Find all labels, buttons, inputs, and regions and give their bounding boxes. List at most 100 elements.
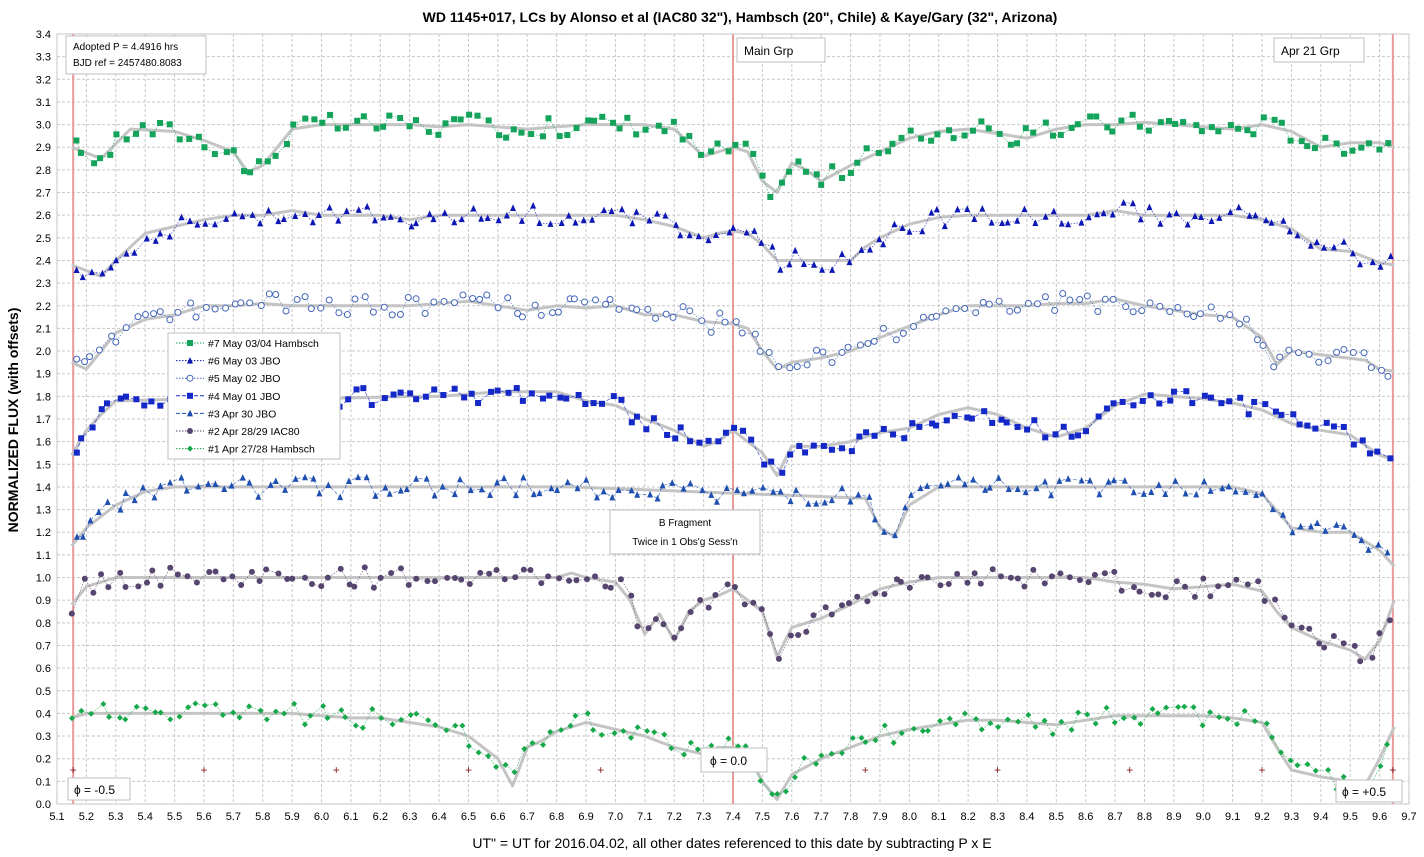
data-point: [1140, 490, 1147, 497]
data-point: [272, 477, 279, 484]
data-point: [661, 731, 668, 738]
y-tick-labels: 0.0 0.1 0.2 0.3 0.4 0.5 0.6 0.7 0.8 0.9 1.0 1.1 1.2 1…: [36, 29, 51, 811]
data-point: [941, 222, 948, 230]
data-point: [1263, 720, 1270, 727]
data-point: [664, 431, 671, 438]
data-point: [319, 119, 326, 126]
data-point: [211, 151, 218, 158]
data-point: [1312, 767, 1319, 774]
x-tick-label: 7.6: [784, 811, 799, 823]
data-point: [431, 491, 438, 499]
y-tick-label: 2.2: [36, 301, 51, 313]
fragment-line-2: Twice in 1 Obs'g Sess'n: [632, 537, 738, 548]
data-point: [301, 293, 309, 301]
data-point: [1359, 437, 1366, 444]
data-point: [1330, 243, 1337, 251]
data-point: [713, 231, 720, 239]
data-point: [230, 147, 237, 154]
data-point: [1111, 719, 1118, 726]
data-point: [280, 215, 287, 223]
data-point: [107, 263, 114, 271]
data-point: [1340, 238, 1347, 245]
data-point: [989, 566, 996, 573]
data-point: [1042, 477, 1049, 485]
data-point: [918, 574, 925, 581]
x-tick-label: 7.4: [725, 811, 740, 823]
x-tick-label: 9.1: [1225, 811, 1240, 823]
data-point: [819, 348, 827, 356]
data-point: [353, 386, 360, 393]
data-point: [520, 473, 527, 481]
data-point: [1074, 121, 1081, 128]
x-tick-label: 5.3: [108, 811, 123, 823]
data-point: [510, 126, 517, 133]
data-point: [272, 291, 280, 299]
data-point: [564, 132, 571, 139]
data-point: [698, 317, 706, 325]
data-point: [289, 575, 296, 582]
data-point: [430, 298, 438, 306]
data-point: [813, 760, 820, 767]
data-point: [355, 473, 362, 481]
data-point: [372, 492, 379, 499]
data-point: [133, 703, 140, 710]
data-point: [919, 727, 926, 734]
data-point: [1374, 448, 1381, 455]
data-point: [856, 341, 864, 349]
data-point: [1281, 614, 1288, 621]
data-point: [929, 420, 936, 427]
data-point: [149, 567, 156, 574]
data-point: [1175, 703, 1182, 710]
data-point: [864, 598, 871, 605]
data-point: [1224, 715, 1231, 722]
data-point: [361, 293, 369, 301]
data-point: [813, 346, 821, 354]
data-point: [996, 130, 1003, 137]
series-6: [68, 564, 1396, 665]
data-point: [1076, 577, 1083, 584]
data-point: [123, 136, 130, 143]
data-point: [246, 299, 254, 307]
data-point: [1237, 394, 1244, 401]
data-point: [407, 390, 414, 397]
data-point: [699, 486, 706, 493]
data-point: [1193, 490, 1200, 498]
data-point: [432, 722, 439, 729]
data-point: [899, 224, 906, 231]
data-point: [187, 392, 193, 399]
data-point: [205, 480, 212, 487]
data-point: [1351, 531, 1358, 538]
series-layer: [68, 111, 1396, 801]
series-2: [71, 199, 1395, 281]
y-tick-label: 0.2: [36, 754, 51, 766]
data-point: [662, 310, 670, 318]
data-point: [580, 216, 587, 224]
data-point: [924, 482, 931, 489]
data-point: [458, 215, 465, 223]
data-point: [439, 483, 446, 490]
data-point: [813, 500, 820, 507]
y-tick-label: 2.5: [36, 233, 51, 245]
data-point: [1307, 522, 1314, 530]
data-point: [872, 737, 879, 744]
data-point: [1030, 129, 1037, 136]
data-point: [633, 208, 640, 215]
data-point: [779, 469, 786, 476]
data-point: [1272, 596, 1279, 603]
data-point: [618, 396, 625, 403]
data-point: [68, 610, 75, 617]
y-tick-label: 0.9: [36, 595, 51, 607]
data-point: [858, 734, 865, 741]
data-point: [547, 728, 554, 735]
data-point: [1322, 134, 1329, 141]
data-point: [1340, 150, 1347, 157]
data-point: [1189, 400, 1196, 407]
data-point: [1340, 640, 1347, 647]
data-point: [687, 609, 694, 616]
data-point: [1157, 220, 1164, 227]
data-point: [335, 309, 343, 317]
data-point: [81, 358, 89, 366]
x-tick-label: 7.0: [608, 811, 623, 823]
data-point: [1280, 217, 1287, 224]
data-point: [494, 387, 501, 394]
